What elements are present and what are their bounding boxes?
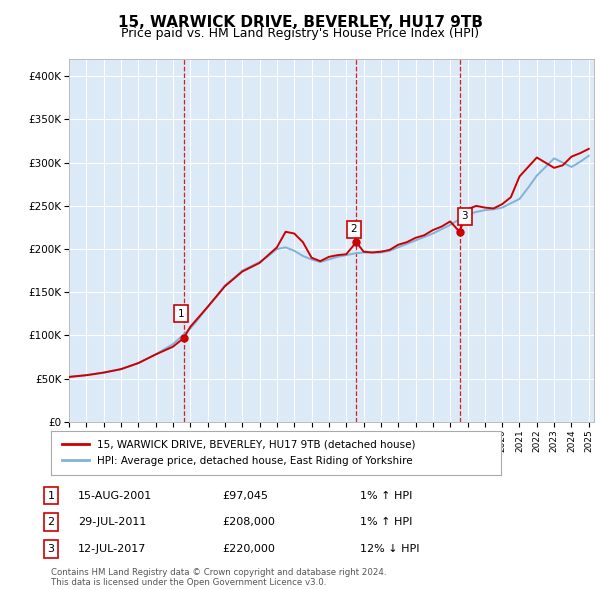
Text: 15, WARWICK DRIVE, BEVERLEY, HU17 9TB: 15, WARWICK DRIVE, BEVERLEY, HU17 9TB: [118, 15, 482, 30]
Text: £220,000: £220,000: [222, 544, 275, 553]
Text: Contains HM Land Registry data © Crown copyright and database right 2024.
This d: Contains HM Land Registry data © Crown c…: [51, 568, 386, 587]
Text: £97,045: £97,045: [222, 491, 268, 500]
Text: 1% ↑ HPI: 1% ↑ HPI: [360, 517, 412, 527]
Text: 1% ↑ HPI: 1% ↑ HPI: [360, 491, 412, 500]
Text: £208,000: £208,000: [222, 517, 275, 527]
Text: 12-JUL-2017: 12-JUL-2017: [78, 544, 146, 553]
Text: 3: 3: [461, 211, 468, 221]
Text: Price paid vs. HM Land Registry's House Price Index (HPI): Price paid vs. HM Land Registry's House …: [121, 27, 479, 40]
Text: 2: 2: [350, 224, 357, 234]
Text: 29-JUL-2011: 29-JUL-2011: [78, 517, 146, 527]
Text: 1: 1: [178, 309, 185, 319]
Text: 12% ↓ HPI: 12% ↓ HPI: [360, 544, 419, 553]
Text: 15-AUG-2001: 15-AUG-2001: [78, 491, 152, 500]
Text: 3: 3: [47, 544, 55, 553]
Text: 2: 2: [47, 517, 55, 527]
Text: 1: 1: [47, 491, 55, 500]
Legend: 15, WARWICK DRIVE, BEVERLEY, HU17 9TB (detached house), HPI: Average price, deta: 15, WARWICK DRIVE, BEVERLEY, HU17 9TB (d…: [56, 434, 422, 472]
